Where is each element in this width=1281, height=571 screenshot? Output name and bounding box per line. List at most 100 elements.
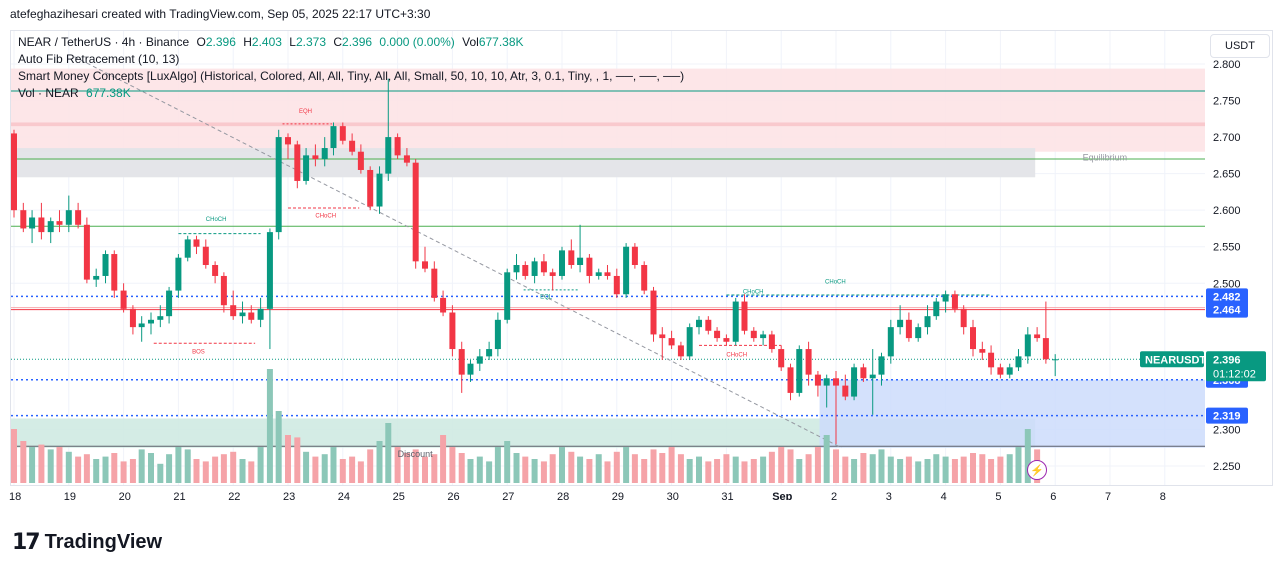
volume-bar	[157, 463, 164, 483]
legend-indicator-smc[interactable]: Smart Money Concepts [LuxAlgo] (Historic…	[18, 69, 685, 83]
candle-body	[11, 133, 17, 211]
volume-bar	[412, 449, 419, 483]
legend-vol-value: 677.38K	[478, 35, 524, 49]
legend-low-value: 2.373	[295, 35, 327, 49]
volume-bar	[467, 459, 474, 483]
candle-body	[102, 254, 109, 276]
legend-symbol: NEAR / TetherUS · 4h · Binance	[18, 35, 190, 49]
y-axis-tick-label: 2.300	[1213, 424, 1241, 436]
volume-bar	[823, 435, 830, 483]
currency-button[interactable]: USDT	[1210, 34, 1270, 58]
candle-body	[494, 319, 501, 350]
candle-body	[860, 367, 867, 379]
volume-bar	[568, 451, 575, 483]
candle-body	[631, 246, 638, 265]
lightning-icon[interactable]: ⚡	[1027, 460, 1047, 480]
tradingview-logo-text: TradingView	[44, 531, 163, 553]
volume-bar	[394, 447, 401, 483]
volume-bar	[184, 449, 191, 483]
candle-body	[659, 334, 666, 339]
equilibrium-label: Equilibrium	[1083, 152, 1128, 162]
volume-bar	[741, 461, 748, 483]
candle-body	[486, 349, 493, 357]
y-axis-tick-label: 2.500	[1213, 278, 1241, 290]
volume-bar	[522, 456, 529, 483]
candle-body	[1042, 338, 1049, 360]
volume-bar	[696, 456, 702, 483]
volume-bar	[321, 454, 328, 483]
chart-frame	[10, 30, 1273, 486]
candle-body	[787, 367, 794, 393]
choch-label-2: CHoCH	[315, 213, 336, 219]
candle-body	[933, 301, 940, 317]
candle-body	[220, 275, 227, 306]
symbol-tag: NEARUSDT	[1145, 354, 1206, 366]
candle-body	[403, 155, 410, 163]
volume-bar	[714, 459, 721, 483]
candle-body	[668, 338, 675, 346]
choch-label-1: CHoCH	[206, 217, 227, 223]
volume-bar	[148, 453, 154, 483]
candle-body	[988, 352, 995, 368]
candle-body	[422, 261, 428, 269]
candle-body	[833, 378, 839, 386]
volume-bar	[385, 423, 392, 483]
volume-bar	[586, 459, 593, 483]
chart-header: atefeghazihesari created with TradingVie…	[10, 7, 431, 21]
volume-bar	[93, 459, 100, 483]
volume-bar	[833, 449, 839, 483]
volume-bar	[778, 447, 785, 483]
volume-bar	[248, 461, 255, 483]
volume-bar	[11, 429, 17, 483]
candle-body	[924, 316, 931, 328]
volume-bar	[312, 456, 319, 483]
candle-body	[760, 334, 767, 339]
volume-bar	[367, 449, 374, 483]
candle-body	[75, 210, 82, 225]
candle-body	[540, 261, 547, 273]
candle-body	[696, 319, 702, 328]
candle-body	[120, 290, 127, 309]
candle-body	[321, 148, 328, 160]
volume-bar	[111, 453, 118, 483]
candle-body	[166, 290, 173, 317]
legend-volume-row[interactable]: Vol · NEAR 677.38K	[18, 85, 684, 102]
x-axis-tick-label: 26	[447, 491, 459, 500]
volume-bar	[750, 459, 757, 483]
candle-body	[942, 294, 949, 302]
volume-bar	[440, 435, 447, 483]
candle-body	[1006, 367, 1013, 375]
candle-body	[93, 275, 100, 280]
candle-body	[750, 330, 757, 339]
candle-body	[842, 385, 849, 397]
volume-bar	[650, 449, 657, 483]
volume-bar	[869, 454, 876, 483]
volume-bar	[458, 453, 465, 483]
volume-bar	[431, 454, 438, 483]
candle-body	[230, 305, 237, 317]
legend-ohlc-row[interactable]: NEAR / TetherUS · 4h · Binance O2.396 H2…	[18, 34, 684, 51]
legend-close-label: C	[333, 35, 343, 49]
volume-bar	[193, 459, 200, 483]
legend-high-label: H	[243, 35, 252, 49]
legend-low-label: L	[289, 35, 296, 49]
tradingview-logo: 17 TradingView	[12, 530, 162, 555]
volume-bar	[887, 456, 894, 483]
candle-body	[577, 257, 584, 265]
candle-body	[1034, 334, 1041, 339]
x-axis-tick-label: 30	[667, 491, 679, 500]
price-chart[interactable]: EQH CHoCH CHoCH BOS EQL CHoCH CHoCH CHoCH Equili…	[0, 0, 1281, 500]
candle-body	[412, 162, 419, 262]
y-axis-tick-label: 2.800	[1213, 59, 1241, 71]
candle-body	[768, 334, 775, 350]
volume-bar	[760, 456, 767, 483]
volume-bar	[905, 456, 912, 483]
candle-body	[604, 272, 611, 276]
candle-body	[586, 257, 593, 276]
candle-body	[376, 173, 383, 207]
legend-indicator-fib[interactable]: Auto Fib Retracement (10, 13)	[18, 52, 180, 66]
countdown-tag: 01:12:02	[1213, 368, 1256, 380]
candle-body	[915, 327, 922, 339]
equilibrium-zone	[11, 148, 1036, 178]
candle-body	[65, 210, 72, 225]
